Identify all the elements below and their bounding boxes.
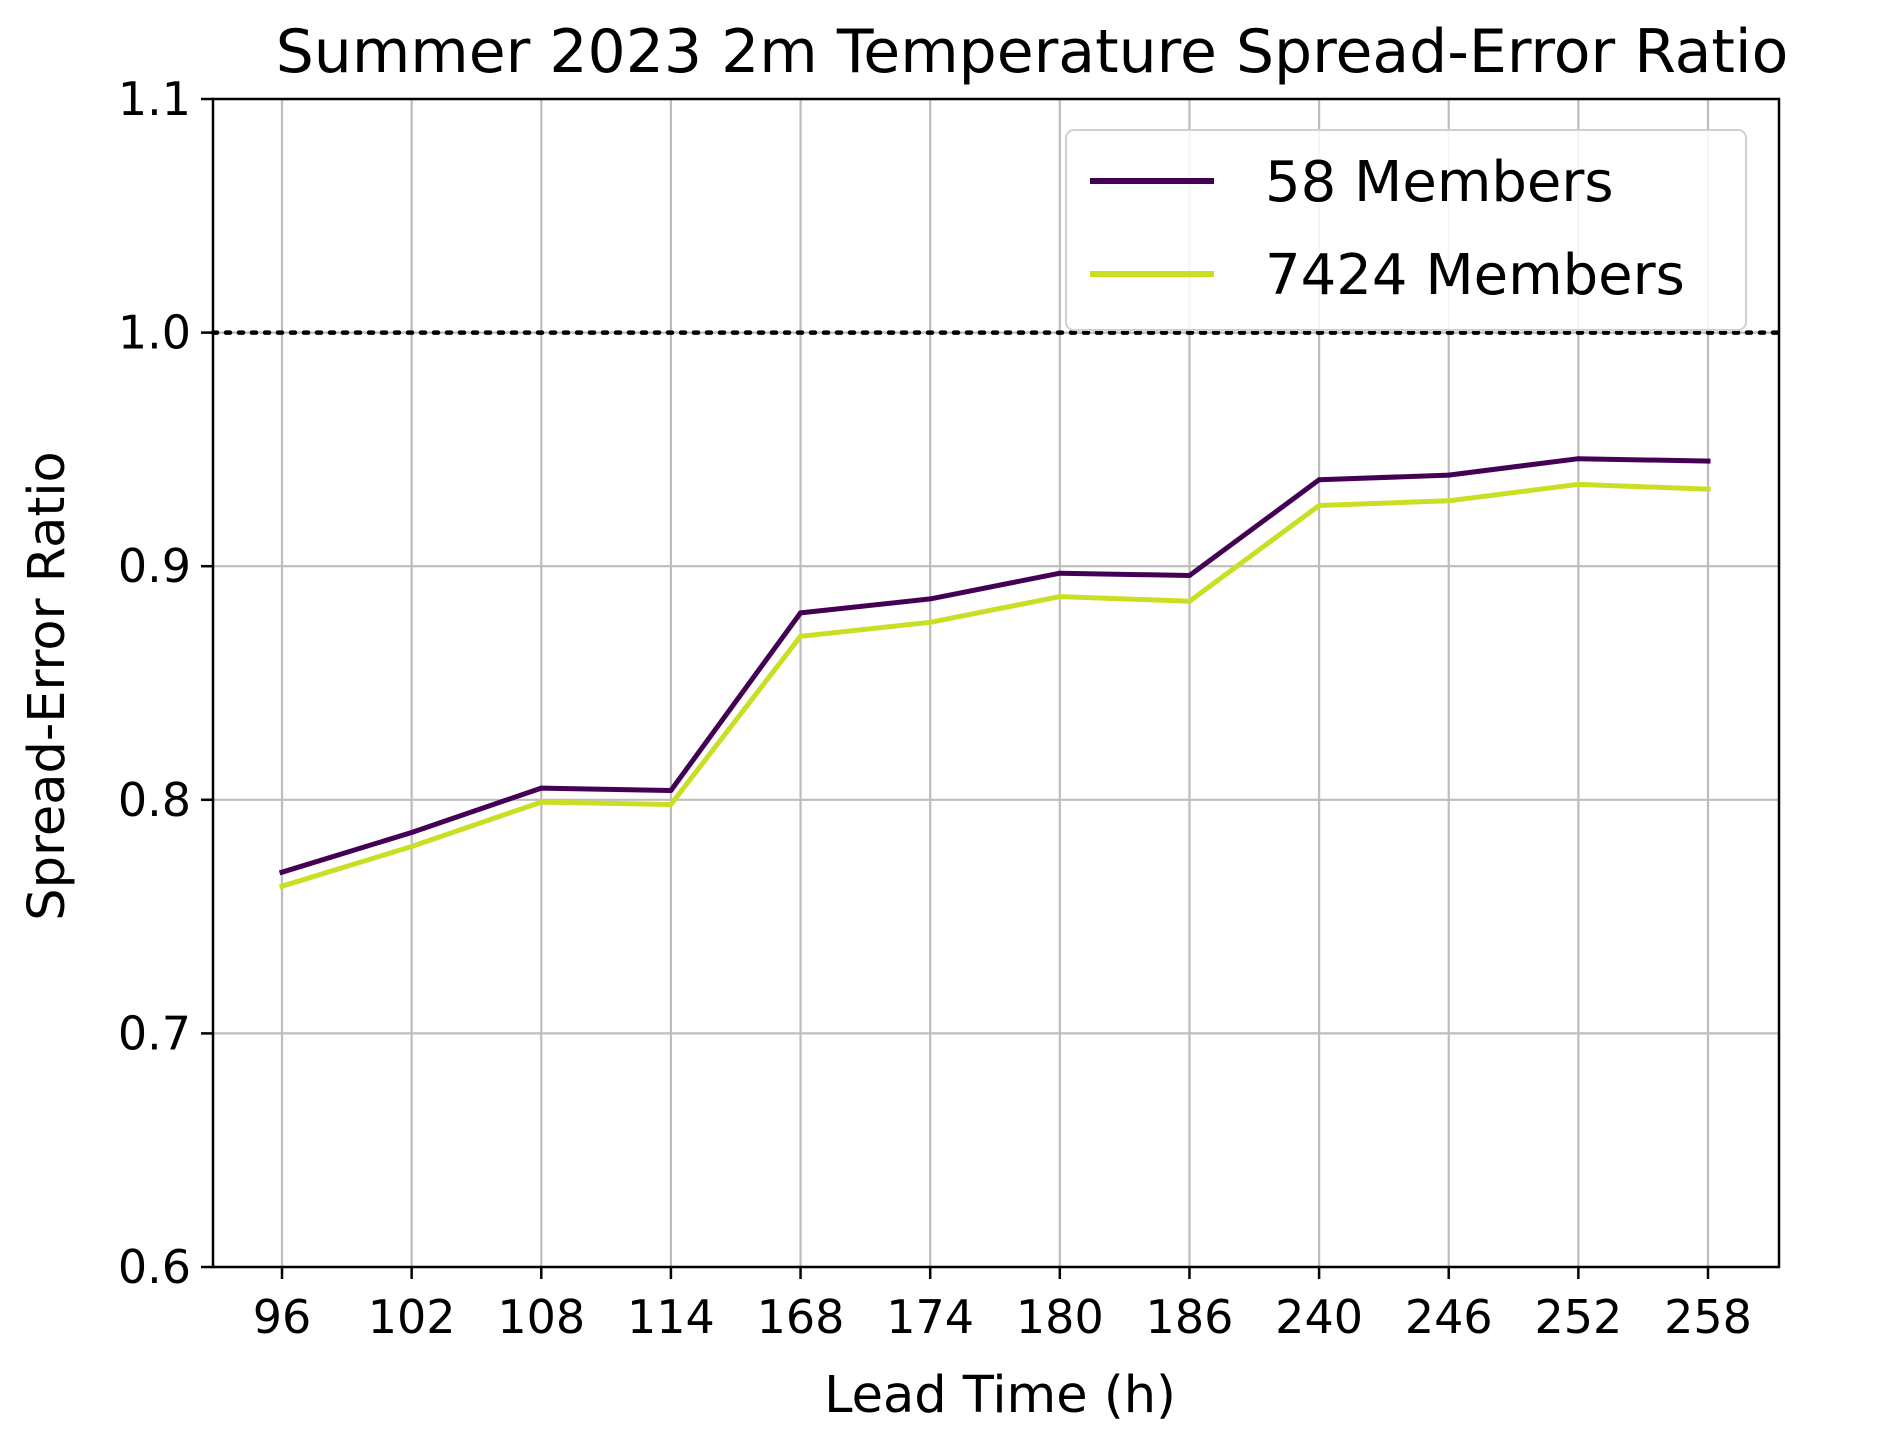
data-point [1705, 458, 1711, 464]
data-point [1057, 594, 1063, 600]
data-point [668, 787, 674, 793]
chart-title: Summer 2023 2m Temperature Spread-Error … [276, 17, 1789, 87]
data-point [1575, 481, 1581, 487]
y-axis-ticks: 0.6 0.7 0.8 0.9 1.0 1.1 [118, 72, 213, 1294]
legend-label-1: 58 Members [1265, 150, 1614, 215]
x-tick-label: 168 [757, 1290, 845, 1344]
x-tick-label: 102 [368, 1290, 456, 1344]
x-axis-ticks: 96 102 108 114 168 174 180 186 240 246 252 258 [253, 1267, 1752, 1344]
data-point [409, 844, 415, 850]
data-point [1186, 573, 1192, 579]
x-tick-label: 114 [627, 1290, 715, 1344]
data-point [538, 785, 544, 791]
data-point [1057, 570, 1063, 576]
data-point [1186, 598, 1192, 604]
series-line-1 [278, 456, 1711, 876]
data-point [1446, 472, 1452, 478]
x-tick-label: 258 [1664, 1290, 1752, 1344]
data-point [1316, 477, 1322, 483]
x-tick-label: 252 [1534, 1290, 1622, 1344]
y-tick-label: 1.1 [118, 72, 191, 126]
data-point [279, 869, 285, 875]
x-tick-label: 96 [253, 1290, 312, 1344]
y-tick-label: 1.0 [118, 306, 191, 360]
data-point [927, 619, 933, 625]
data-point [798, 610, 804, 616]
series-line-2 [278, 481, 1711, 890]
x-tick-label: 240 [1275, 1290, 1363, 1344]
y-tick-label: 0.7 [118, 1006, 191, 1060]
x-tick-label: 174 [886, 1290, 974, 1344]
data-point [538, 799, 544, 805]
plot-frame [211, 97, 1781, 1269]
data-point [668, 801, 674, 807]
x-tick-label: 180 [1016, 1290, 1104, 1344]
data-point [279, 883, 285, 889]
x-axis-label: Lead Time (h) [824, 1366, 1176, 1425]
data-point [798, 633, 804, 639]
y-tick-label: 0.6 [118, 1240, 191, 1294]
legend: 58 Members 7424 Members [1065, 129, 1747, 331]
x-tick-label: 108 [497, 1290, 585, 1344]
data-point [1575, 456, 1581, 462]
y-tick-label: 0.8 [118, 773, 191, 827]
legend-box [1065, 129, 1747, 331]
data-point [1446, 498, 1452, 504]
x-tick-label: 186 [1146, 1290, 1234, 1344]
y-tick-label: 0.9 [118, 539, 191, 593]
data-point [1316, 502, 1322, 508]
y-axis-label: Spread-Error Ratio [18, 451, 77, 920]
data-point [409, 830, 415, 836]
legend-label-2: 7424 Members [1265, 243, 1685, 308]
series-group [278, 456, 1711, 890]
data-point [1705, 486, 1711, 492]
data-point [927, 596, 933, 602]
x-tick-label: 246 [1405, 1290, 1493, 1344]
